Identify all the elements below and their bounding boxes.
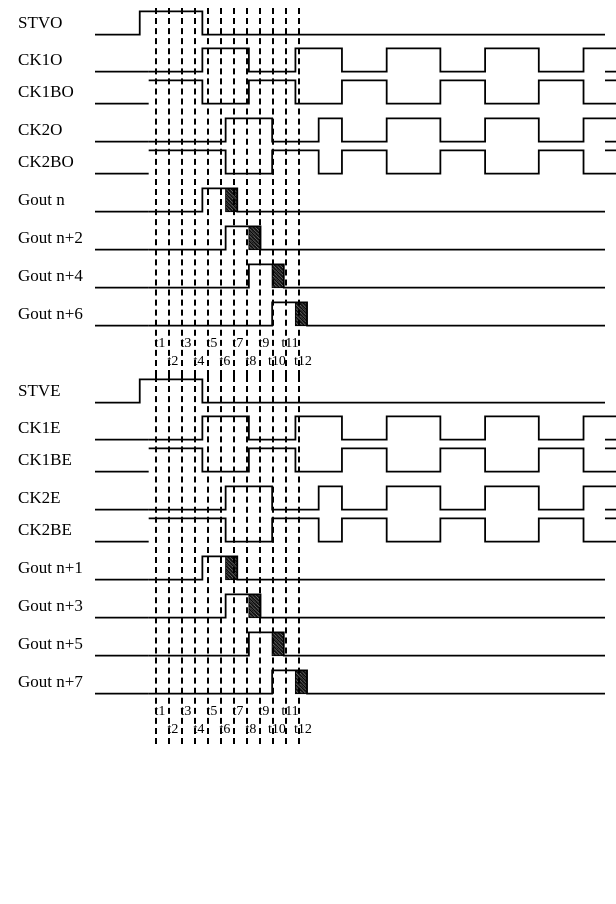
timing-diagram: STVO CK1O CK1BO CK2O CK2BO Gout n Gout n+2 Gout… xyxy=(0,0,616,752)
signal-label: CK1E xyxy=(0,418,95,438)
signal-wave xyxy=(95,78,605,106)
signal-wave xyxy=(95,262,605,290)
signal-row: CK1BE xyxy=(0,444,616,476)
signal-label: CK1BE xyxy=(0,450,95,470)
signal-label: Gout n+3 xyxy=(0,596,95,616)
timing-section: STVE CK1E CK1BE CK2E CK2BE Gout n+1 Gout n+3 Go… xyxy=(0,376,616,744)
signal-wave xyxy=(95,668,605,696)
signal-label: Gout n+7 xyxy=(0,672,95,692)
signal-row: Gout n+4 xyxy=(0,260,616,292)
signal-label: Gout n+1 xyxy=(0,558,95,578)
signal-wave xyxy=(95,516,605,544)
signal-row: Gout n+3 xyxy=(0,590,616,622)
signal-row: Gout n+5 xyxy=(0,628,616,660)
signal-row: Gout n+7 xyxy=(0,666,616,698)
signal-row: Gout n+6 xyxy=(0,298,616,330)
signal-wave xyxy=(95,9,605,37)
signal-row: CK2BE xyxy=(0,514,616,546)
signal-wave xyxy=(95,630,605,658)
signal-wave xyxy=(95,224,605,252)
signal-wave xyxy=(95,414,605,442)
signal-row: CK2BO xyxy=(0,146,616,178)
signal-wave xyxy=(95,300,605,328)
signal-wave xyxy=(95,592,605,620)
signal-row: STVE xyxy=(0,376,616,406)
timing-section: STVO CK1O CK1BO CK2O CK2BO Gout n Gout n+2 Gout… xyxy=(0,8,616,376)
signal-label: STVE xyxy=(0,381,95,401)
signal-label: Gout n+4 xyxy=(0,266,95,286)
signal-wave xyxy=(95,377,605,405)
signal-label: Gout n xyxy=(0,190,95,210)
signal-wave xyxy=(95,186,605,214)
signal-label: CK2BE xyxy=(0,520,95,540)
signal-wave xyxy=(95,554,605,582)
signal-wave xyxy=(95,46,605,74)
signal-row: CK2O xyxy=(0,114,616,146)
signal-row: Gout n+2 xyxy=(0,222,616,254)
signal-row: Gout n+1 xyxy=(0,552,616,584)
signal-row: CK1E xyxy=(0,412,616,444)
signal-label: CK2E xyxy=(0,488,95,508)
signal-label: Gout n+5 xyxy=(0,634,95,654)
signal-row: STVO xyxy=(0,8,616,38)
signal-label: STVO xyxy=(0,13,95,33)
signal-label: CK2BO xyxy=(0,152,95,172)
signal-label: CK1BO xyxy=(0,82,95,102)
time-tick-labels: t1t3t5t7t9t11t2t4t6t8t10t12 xyxy=(0,336,616,376)
signal-row: CK2E xyxy=(0,482,616,514)
signal-wave xyxy=(95,116,605,144)
signal-wave xyxy=(95,148,605,176)
signal-row: Gout n xyxy=(0,184,616,216)
signal-row: CK1O xyxy=(0,44,616,76)
signal-wave xyxy=(95,484,605,512)
time-tick-labels: t1t3t5t7t9t11t2t4t6t8t10t12 xyxy=(0,704,616,744)
signal-wave xyxy=(95,446,605,474)
signal-label: CK2O xyxy=(0,120,95,140)
signal-label: CK1O xyxy=(0,50,95,70)
signal-row: CK1BO xyxy=(0,76,616,108)
signal-label: Gout n+2 xyxy=(0,228,95,248)
signal-label: Gout n+6 xyxy=(0,304,95,324)
